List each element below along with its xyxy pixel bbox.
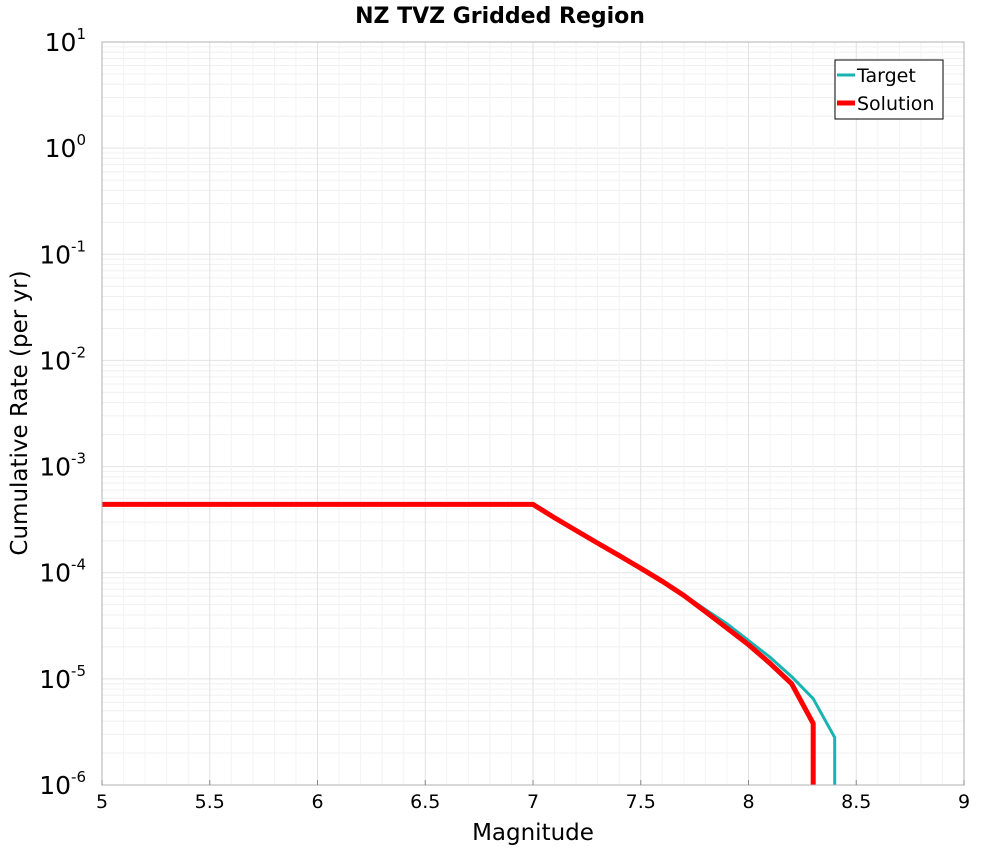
x-tick-label: 5.5: [195, 791, 225, 813]
y-tick-label: 10-2: [39, 343, 86, 375]
x-axis-label: Magnitude: [472, 820, 594, 846]
x-tick-label: 5: [96, 791, 108, 813]
legend-label-target: Target: [856, 65, 916, 87]
x-tick-label: 7: [527, 791, 539, 813]
x-tick-label: 6.5: [410, 791, 440, 813]
y-tick-label: 10-1: [39, 237, 86, 269]
x-tick-label: 8.5: [841, 791, 871, 813]
y-axis-label: Cumulative Rate (per yr): [7, 270, 33, 555]
series-line-solution: [102, 501, 816, 785]
y-tick-label: 10-5: [39, 662, 86, 694]
legend-box: [834, 59, 944, 120]
x-axis: 5 5.5 6 6.5 7 7.5 8 8.5 9: [96, 780, 970, 813]
y-tick-label: 100: [45, 131, 86, 163]
chart-title: NZ TVZ Gridded Region: [355, 4, 645, 29]
x-tick-label: 7.5: [626, 791, 656, 813]
y-axis: 101 100 10-1 10-2 10-3 10-4 10-5 10-6: [39, 25, 86, 800]
series-layer: [102, 501, 837, 785]
x-tick-label: 6: [311, 791, 323, 813]
x-tick-label: 9: [958, 791, 970, 813]
legend-label-solution: Solution: [857, 93, 934, 115]
legend: Target Solution: [834, 59, 944, 120]
y-tick-label: 10-6: [39, 768, 86, 800]
y-tick-label: 10-3: [39, 450, 86, 482]
x-tick-label: 8: [742, 791, 754, 813]
y-tick-label: 10-4: [39, 556, 86, 588]
grid: [101, 41, 965, 786]
y-tick-label: 101: [45, 25, 86, 57]
